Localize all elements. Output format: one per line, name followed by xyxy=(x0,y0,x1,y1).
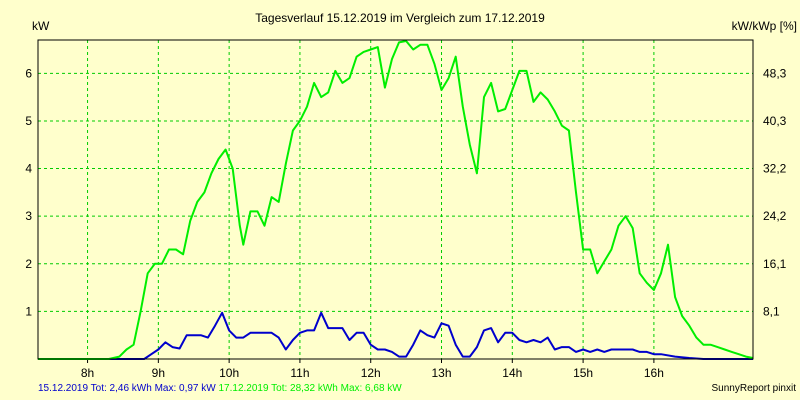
y-right-tick-label: 16,1 xyxy=(763,257,787,271)
series-line-2 xyxy=(38,40,754,360)
y-right-tick-label: 48,3 xyxy=(763,66,787,80)
plot-frame xyxy=(37,39,754,360)
series-line-1 xyxy=(38,311,753,360)
x-tick-label: 14h xyxy=(502,366,522,380)
chart-title: Tagesverlauf 15.12.2019 im Vergleich zum… xyxy=(255,11,545,25)
x-tick-label: 11h xyxy=(290,366,309,380)
y-axis-right-label: kW/kWp [%] xyxy=(732,19,797,33)
footer-credit: SunnyReport pinxit xyxy=(711,383,797,394)
footer-summary: 15.12.2019 Tot: 2,46 kWh Max: 0,97 kW 17… xyxy=(38,383,402,394)
y-left-tick-label: 5 xyxy=(25,114,32,128)
x-tick-label: 16h xyxy=(644,366,664,380)
y-right-tick-label: 32,2 xyxy=(763,162,787,176)
y-right-tick-label: 8,1 xyxy=(763,304,780,318)
y-left-tick-label: 2 xyxy=(25,257,32,271)
y-right-tick-label: 40,3 xyxy=(763,114,787,128)
x-tick-label: 10h xyxy=(219,366,239,380)
x-tick-label: 12h xyxy=(361,366,381,380)
data-series xyxy=(38,40,754,360)
x-tick-label: 13h xyxy=(431,366,451,380)
y-left-tick-label: 6 xyxy=(25,66,32,80)
grid-lines xyxy=(38,40,753,363)
x-tick-label: 8h xyxy=(81,366,94,380)
footer-day1-summary: 15.12.2019 Tot: 2,46 kWh Max: 0,97 kW xyxy=(38,383,216,394)
x-tick-label: 15h xyxy=(573,366,593,380)
x-tick-label: 9h xyxy=(152,366,165,380)
y-axis-left-label: kW xyxy=(32,19,50,33)
y-left-tick-label: 1 xyxy=(25,304,32,318)
y-left-tick-label: 3 xyxy=(25,209,32,223)
footer-day2-summary: 17.12.2019 Tot: 28,32 kWh Max: 6,68 kW xyxy=(218,383,402,394)
y-left-tick-label: 4 xyxy=(25,162,32,176)
tick-labels: 8h 9h 10h 11h 12h 13h 14h 15h 16h 1 8,1 2 16,1 3 24,2 4… xyxy=(25,66,786,380)
y-right-tick-label: 24,2 xyxy=(763,209,787,223)
